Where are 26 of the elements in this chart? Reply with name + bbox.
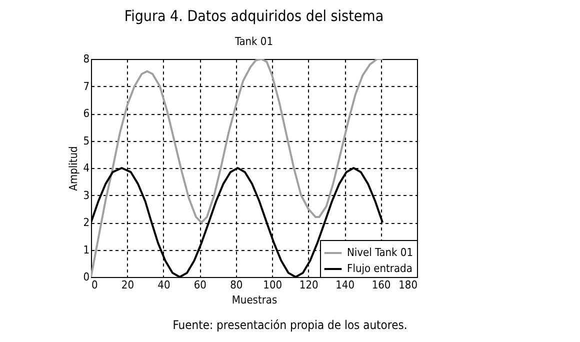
y-tick-label: 6	[83, 107, 90, 120]
x-tick-label: 40	[158, 278, 170, 292]
x-tick-label: 20	[121, 278, 134, 292]
y-tick-label: 0	[83, 270, 90, 284]
y-tick-label: 3	[83, 188, 90, 202]
chart-subtitle: Tank 01	[234, 35, 274, 48]
x-tick-label: 180	[398, 278, 418, 292]
source-note: Fuente: presentación propia de los autores.	[172, 318, 408, 332]
legend-label: Nivel Tank 01	[347, 246, 414, 259]
y-tick-label: 8	[83, 52, 90, 66]
chart-title: Figura 4. Datos adquiridos del sistema	[124, 7, 384, 25]
x-axis-title: Muestras	[232, 294, 278, 306]
y-tick-label: 2	[83, 216, 90, 229]
x-tick-label: 140	[336, 278, 354, 292]
y-tick-label: 7	[83, 80, 90, 93]
y-tick-label: 5	[83, 134, 90, 148]
x-tick-label: 120	[299, 278, 318, 292]
x-tick-label: 160	[372, 278, 391, 292]
y-tick-label: 1	[83, 243, 90, 256]
y-axis-title: Amplitud	[67, 146, 80, 191]
legend-label: Flujo entrada	[347, 262, 412, 275]
x-tick-label: 60	[194, 278, 206, 292]
x-tick-label: 0	[92, 278, 98, 292]
x-tick-label: 100	[263, 278, 282, 292]
y-tick-label: 4	[83, 162, 90, 174]
x-tick-label: 80	[230, 278, 243, 292]
